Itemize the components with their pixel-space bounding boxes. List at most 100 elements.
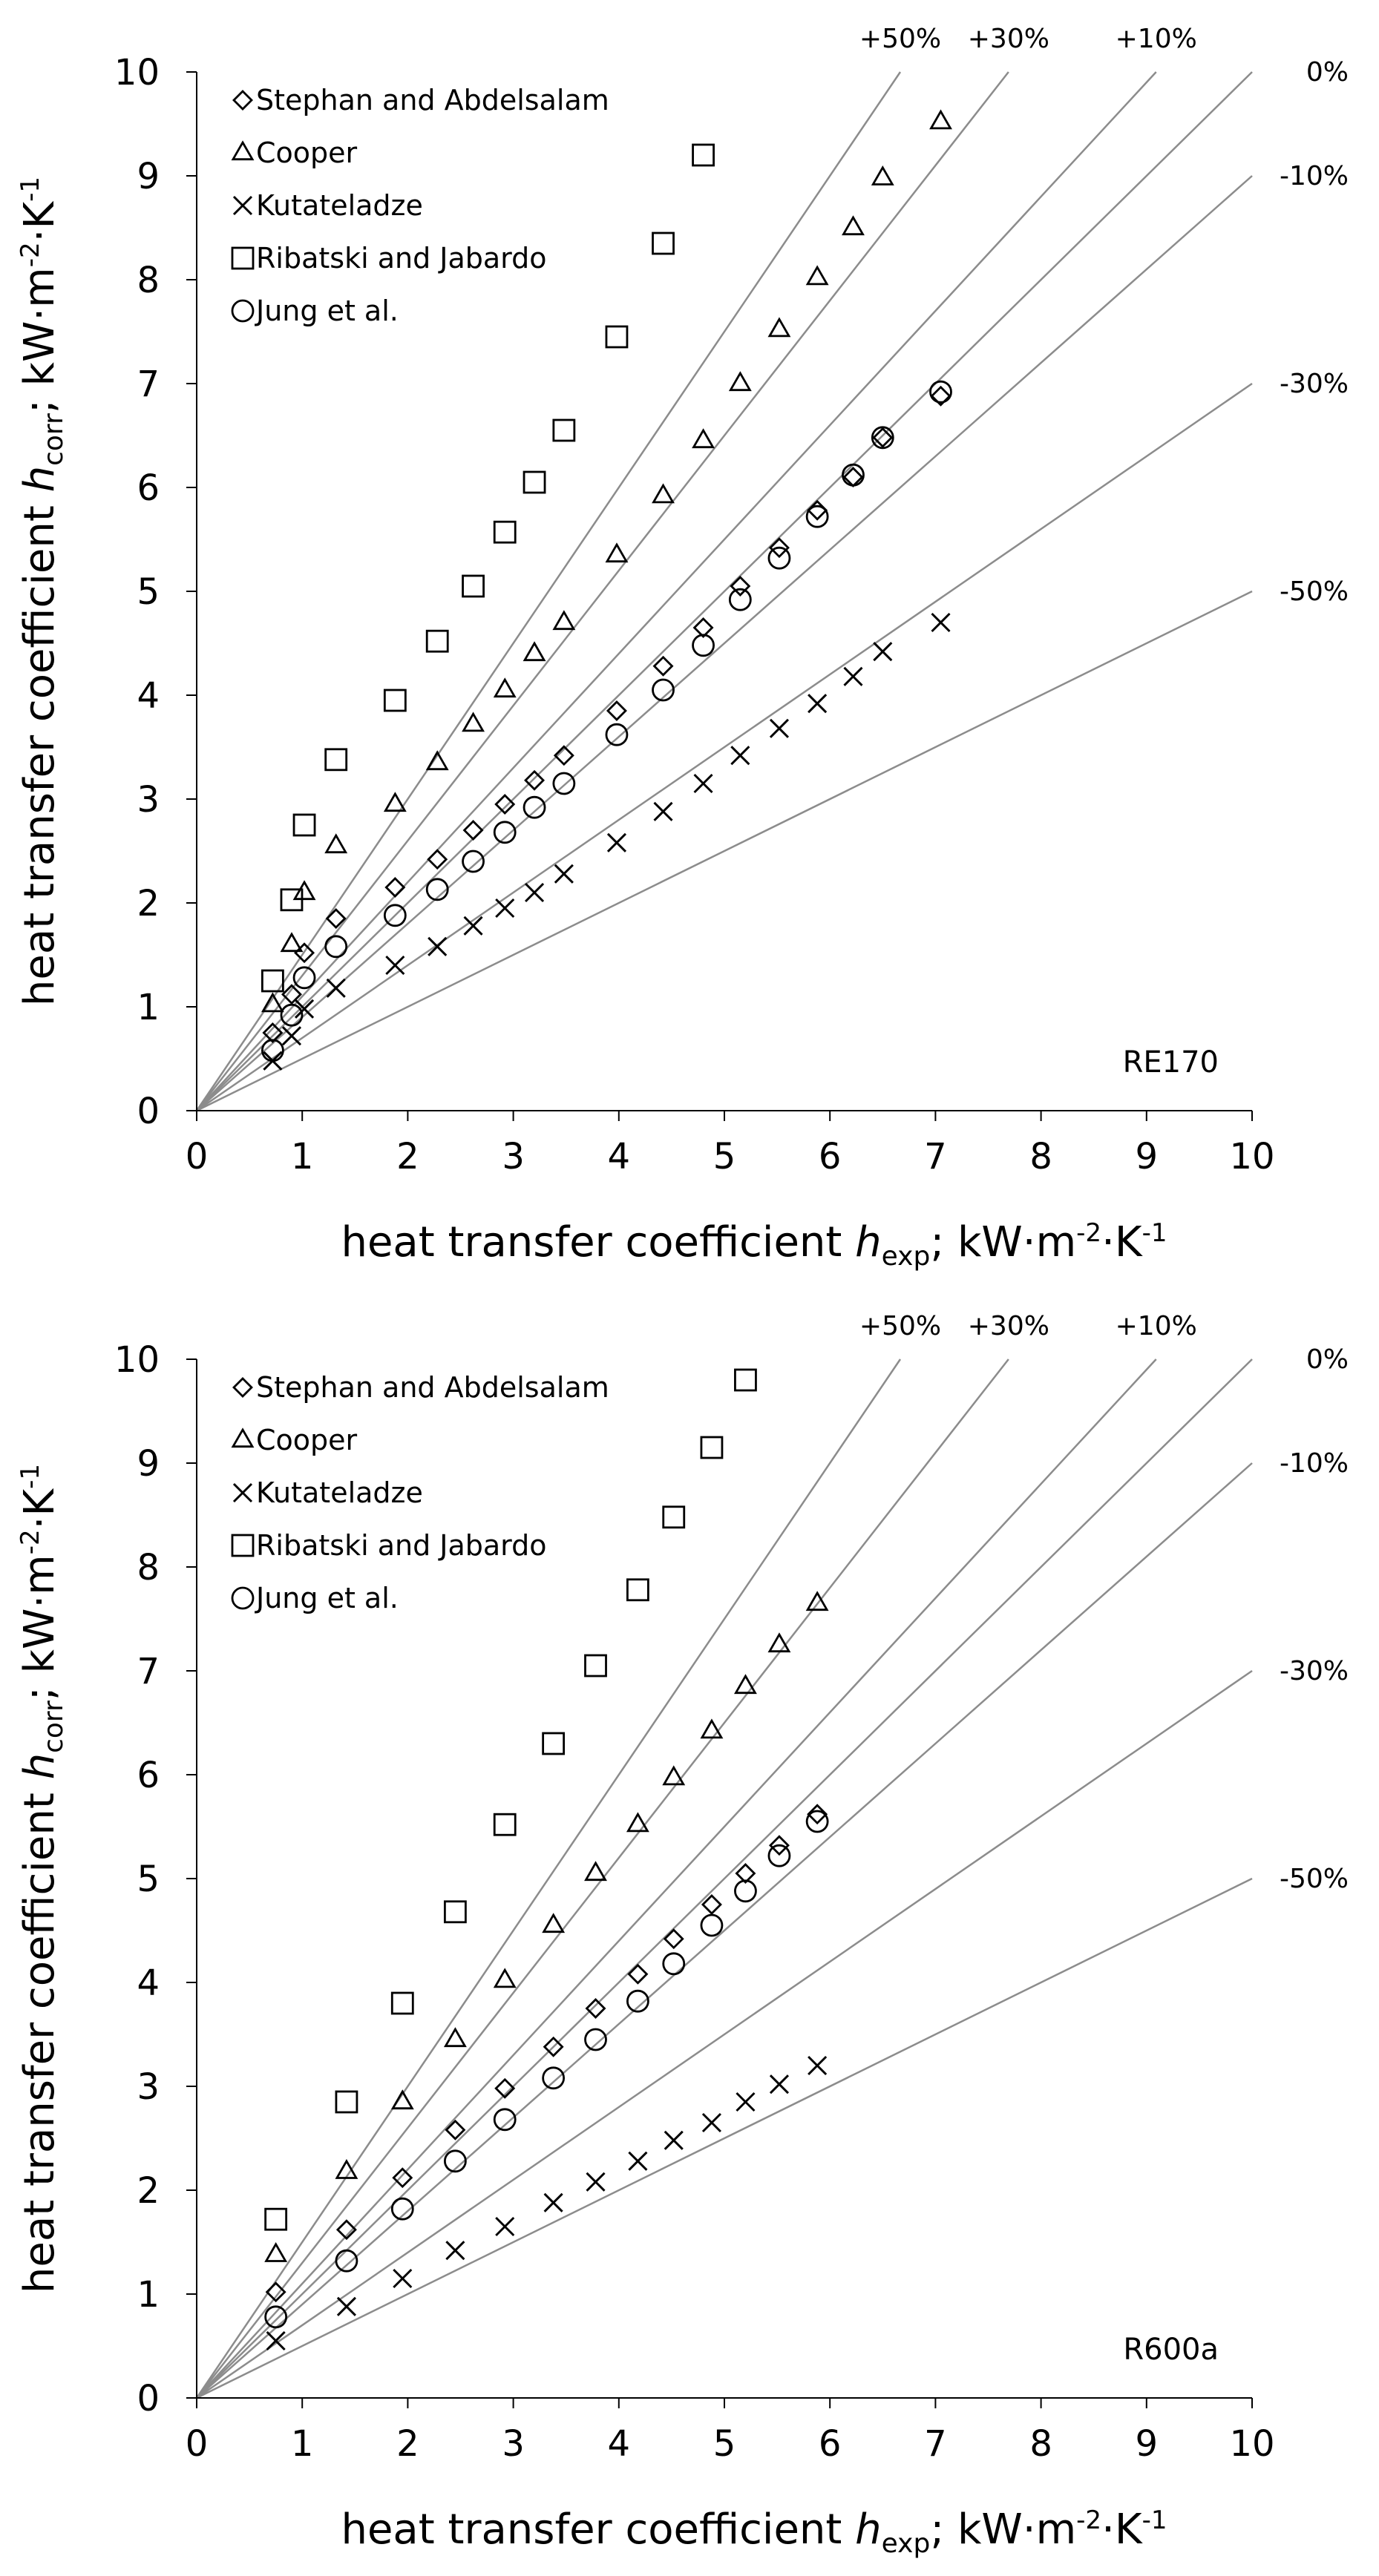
data-point	[335, 2219, 357, 2241]
data-point	[730, 576, 751, 597]
y-axis-title: heat transfer coefficient hcorr; kW·m-2·…	[16, 177, 69, 1006]
data-point	[584, 2028, 607, 2051]
data-point	[663, 1928, 684, 1950]
data-point	[734, 1879, 757, 1903]
series-stephan-and-abdelsalam	[265, 1804, 828, 2303]
data-point	[462, 820, 484, 841]
reference-lines: +50% +30% +10% 0% -10% -30% -50%	[195, 1311, 1349, 2399]
axis-label-exponent: -1	[1142, 1218, 1167, 1248]
data-point	[808, 694, 828, 714]
data-point	[425, 878, 449, 901]
data-point	[768, 1835, 790, 1856]
data-point	[462, 850, 485, 873]
legend-marker	[232, 1482, 253, 1503]
data-point	[335, 2249, 358, 2273]
reference-line	[195, 71, 902, 1111]
data-point	[280, 932, 304, 953]
data-point	[281, 1026, 302, 1046]
x-tick-label: 4	[608, 2423, 631, 2465]
axis-label-exponent: -2	[16, 1529, 45, 1554]
data-point	[393, 2268, 413, 2289]
data-point	[584, 1654, 607, 1678]
reference-line-label: +10%	[1116, 1311, 1197, 1341]
x-tick-label: 5	[713, 1136, 736, 1177]
x-tick-label: 9	[1136, 2423, 1159, 2465]
data-point	[585, 1998, 606, 2019]
y-tick-label: 7	[137, 364, 160, 405]
reference-line	[196, 1358, 1157, 2399]
data-point	[734, 1368, 757, 1392]
data-point	[325, 908, 347, 929]
legend-marker	[231, 246, 255, 270]
data-point	[728, 371, 752, 392]
reference-line	[196, 71, 1253, 1111]
data-point	[767, 317, 791, 338]
reference-line	[196, 1358, 1009, 2399]
legend-marker	[232, 195, 253, 216]
axis-label-variable: h	[855, 2506, 882, 2554]
data-point	[264, 2305, 288, 2329]
data-point	[930, 385, 951, 407]
series-cooper	[261, 109, 952, 1013]
data-point	[493, 2108, 517, 2132]
data-point	[664, 2130, 684, 2150]
data-point	[842, 215, 865, 236]
data-point	[443, 2149, 467, 2173]
x-tick-label: 6	[819, 2423, 842, 2465]
data-point	[871, 426, 894, 450]
y-tick-label: 7	[137, 1651, 160, 1692]
data-point	[735, 1863, 756, 1884]
data-point	[872, 427, 894, 448]
legend-marker	[231, 1586, 255, 1610]
legend-label: Ribatski and Jabardo	[256, 1529, 547, 1562]
data-point	[605, 542, 629, 563]
x-axis-title: heat transfer coefficient hexp; kW·m-2·K…	[341, 2506, 1167, 2559]
legend-label: Jung et al.	[255, 295, 399, 327]
data-point	[805, 1591, 829, 1611]
data-point	[493, 1968, 517, 1988]
axis-label-subscript: corr	[39, 413, 69, 466]
y-tick-label: 9	[137, 156, 160, 197]
data-point	[808, 2055, 828, 2076]
data-point	[662, 1765, 686, 1786]
data-point	[626, 1812, 649, 1833]
data-point	[807, 1804, 828, 1825]
x-tick-label: 9	[1136, 1136, 1159, 1177]
x-tick-label: 5	[713, 2423, 736, 2465]
data-point	[462, 712, 485, 732]
reference-line-label: +10%	[1116, 24, 1197, 54]
data-point	[662, 1952, 686, 1976]
reference-line-label: 0%	[1306, 57, 1349, 88]
reference-line-label: +30%	[968, 1311, 1049, 1341]
reference-line	[196, 382, 1253, 1112]
data-point	[292, 880, 316, 901]
series-stephan-and-abdelsalam	[262, 385, 951, 1043]
data-point	[768, 537, 790, 559]
panel-label: R600a	[1123, 2333, 1219, 2367]
legend-label: Ribatski and Jabardo	[256, 242, 547, 275]
reference-line	[196, 1669, 1253, 2399]
data-point	[427, 849, 448, 870]
data-point	[805, 265, 829, 286]
data-point	[767, 1844, 791, 1867]
legend-label: Cooper	[256, 137, 358, 169]
data-point	[584, 1861, 607, 1882]
series-kutateladze	[263, 612, 951, 1071]
legend-label: Kutateladze	[256, 189, 423, 222]
data-point	[445, 2241, 465, 2261]
x-tick-label: 7	[924, 1136, 947, 1177]
panel-label: RE170	[1123, 1045, 1219, 1080]
data-point	[294, 999, 315, 1019]
data-point	[700, 1913, 724, 1937]
series-ribatski-and-jabardo	[261, 143, 715, 993]
x-tick-label: 6	[819, 1136, 842, 1177]
series-jung-et-al-	[264, 1810, 829, 2329]
x-tick-label: 8	[1029, 2423, 1052, 2465]
data-point	[384, 877, 406, 898]
axis-label-exponent: -2	[1076, 1218, 1101, 1248]
series-ribatski-and-jabardo	[264, 1368, 757, 2231]
data-point	[261, 1039, 284, 1062]
chart-panel-top: +50% +30% +10% 0% -10% -30% -50% 0 1 2 3 4 5 6 7 8 9 10 0 1…	[16, 24, 1349, 1272]
axis-label-subscript: exp	[882, 2529, 931, 2559]
